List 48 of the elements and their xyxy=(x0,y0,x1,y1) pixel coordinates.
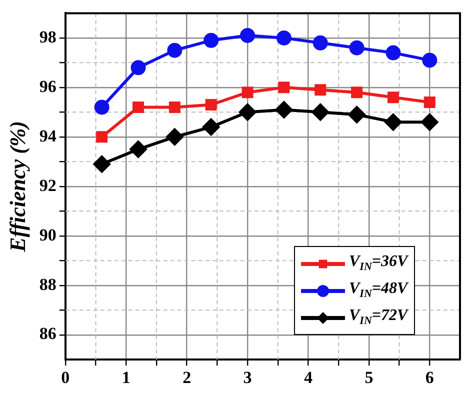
point xyxy=(96,131,108,143)
y-tick-label: 94 xyxy=(39,126,57,146)
point xyxy=(130,140,147,158)
x-tick-label: 4 xyxy=(304,368,313,388)
point xyxy=(421,114,438,131)
point xyxy=(166,128,184,146)
legend-label: V$_{IN}$=48V xyxy=(349,280,408,300)
point xyxy=(239,104,256,121)
point xyxy=(168,101,180,113)
x-tick-label: 6 xyxy=(425,368,434,388)
y-tick-label: 92 xyxy=(39,176,56,195)
point xyxy=(205,99,217,110)
y-tick-label: 86 xyxy=(39,324,56,344)
point xyxy=(132,101,144,113)
point xyxy=(351,86,363,98)
point xyxy=(130,60,146,76)
point xyxy=(349,40,364,56)
x-tick-label: 3 xyxy=(243,368,252,388)
point xyxy=(348,106,366,124)
point xyxy=(384,114,402,131)
point xyxy=(204,32,219,48)
point xyxy=(424,96,436,108)
x-tick-label: 1 xyxy=(122,368,130,388)
point xyxy=(276,30,292,46)
point xyxy=(275,101,292,118)
point xyxy=(278,82,290,94)
x-tick-label: 2 xyxy=(182,368,192,388)
point xyxy=(386,45,401,60)
point xyxy=(312,35,328,50)
point xyxy=(312,104,329,121)
point xyxy=(387,92,399,104)
point xyxy=(242,86,254,98)
y-tick-label: 98 xyxy=(39,27,56,46)
point xyxy=(202,118,220,136)
x-tick-label: 5 xyxy=(364,368,374,388)
legend-label: V$_{IN}$=72V xyxy=(349,307,408,328)
y-tick-label: 88 xyxy=(39,274,56,294)
y-tick-label: 96 xyxy=(39,76,56,96)
point xyxy=(240,28,256,43)
y-tick-label: 90 xyxy=(39,225,56,244)
point xyxy=(167,42,182,58)
point xyxy=(422,52,438,68)
point xyxy=(93,156,110,173)
point xyxy=(94,100,110,115)
y-axis-title: Efficiency (%) xyxy=(4,120,30,253)
x-tick-label: 0 xyxy=(61,368,70,388)
legend-label: V$_{IN}$=36V xyxy=(349,253,408,274)
point xyxy=(314,84,326,96)
